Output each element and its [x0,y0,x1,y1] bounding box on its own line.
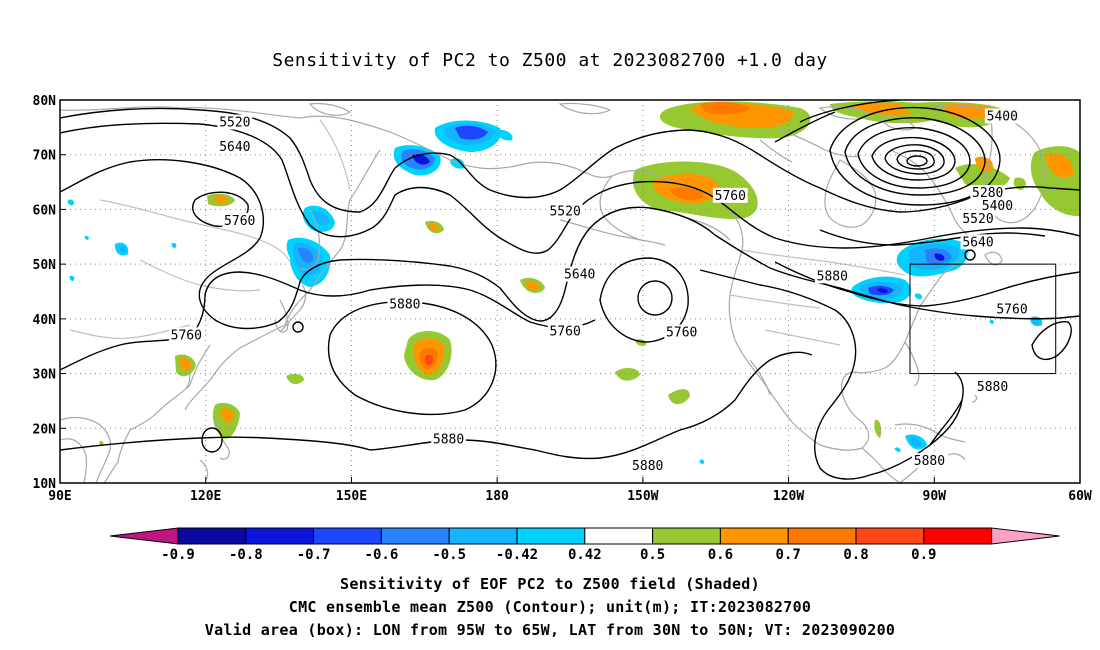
x-tick-label: 120W [773,489,804,504]
contour-label-bg [712,187,748,203]
colorbar-label: -0.7 [297,547,331,563]
map-frame [59,99,1081,484]
contour-label-bg [912,453,947,469]
contour-label: 5760 [224,214,255,229]
contour-label: 5760 [666,326,697,341]
colorbar-label: -0.8 [229,547,263,563]
colorbar-segment [719,527,789,545]
colorbar: -0.9 -0.8 -0.7 -0.6 -0.5 -0.42 0.42 0.5 0.6 0.7 0.… [109,527,1060,563]
colorbar-segment [177,527,247,545]
contour-label: 5640 [564,268,595,283]
caption-line-1: Sensitivity of EOF PC2 to Z500 field (Sh… [340,575,760,593]
x-tick-label: 150E [336,489,367,504]
contour-label: 5520 [549,205,580,220]
contour-label: 5880 [433,432,464,447]
contour-label: 5520 [219,116,250,131]
contour-label-bg [562,266,598,282]
y-axis: 80N 70N 60N 50N 40N 30N 20N 10N [33,94,66,492]
contour-label-bg [431,431,466,447]
colorbar-segment [584,527,654,545]
contour-label: 5760 [996,303,1027,318]
contour-label: 5880 [389,298,420,313]
caption-line-2: CMC ensemble mean Z500 (Contour); unit(m… [288,598,812,616]
contour-labels: 5520 5640 5760 5760 5880 5880 5520 5640 5760 5760… [168,108,1030,474]
colorbar-label: -0.9 [161,547,195,563]
contour-label: 5760 [549,325,580,340]
contour-label: 5400 [987,110,1018,125]
contour-label-bg [664,324,700,340]
contour-label-bg [994,301,1030,317]
contour-label-bg [217,114,253,130]
contour-label-bg [814,268,850,284]
x-tick-label: 150W [627,489,658,504]
contour-label: 5640 [219,140,250,155]
colorbar-label: 0.9 [911,547,936,563]
contour-label-bg [222,213,258,229]
valid-area-box [909,263,1057,375]
contour-label-bg [547,203,583,219]
y-tick-label: 80N [33,94,57,109]
colorbar-segment [923,527,993,545]
contour-label-bg [630,458,666,474]
contour-label: 5400 [982,199,1013,214]
colorbar-label: -0.42 [496,547,538,563]
contour-label-bg [970,185,1006,201]
colorbar-label: -0.5 [432,547,466,563]
y-tick-label: 20N [33,422,57,437]
colorbar-high-arrow [991,527,1060,545]
y-tick-label: 60N [33,203,57,218]
contour-label-bg [547,323,583,339]
y-tick-label: 70N [33,149,57,164]
contour-label-bg [960,234,996,250]
colorbar-segment [516,527,586,545]
colorbar-label: 0.6 [708,547,733,563]
contour-label-bg [217,139,253,155]
contour-label-bg [168,327,204,343]
contour-label: 5880 [977,380,1008,395]
contour-label: 5760 [715,189,746,204]
x-tick-label: 60W [1068,489,1092,504]
colorbar-segment [652,527,721,545]
contour-label: 5880 [632,459,663,474]
colorbar-label: -0.6 [365,547,399,563]
colorbar-low-arrow [109,527,179,545]
colorbar-label: 0.42 [568,547,602,563]
colorbar-segment [245,527,315,545]
contour-label: 5280 [972,186,1003,201]
contour-label-bg [387,296,423,312]
x-tick-label: 180 [485,489,509,504]
contour-label: 5520 [962,212,993,227]
contour-label-bg [960,210,996,226]
contour-label-bg [975,378,1010,394]
y-tick-label: 10N [33,477,57,492]
contour-label: 5640 [962,235,993,250]
colorbar-segment [448,527,518,545]
contour-label-bg [980,198,1015,214]
y-tick-label: 30N [33,368,57,383]
x-tick-label: 90E [48,489,71,504]
z500-contours [60,100,1080,480]
colorbar-segment [855,527,925,545]
contour-label: 5880 [817,269,848,284]
contour-label: 5880 [914,454,945,469]
colorbar-label: 0.5 [640,547,665,563]
map-title: Sensitivity of PC2 to Z500 at 2023082700… [272,50,828,71]
contour-label-bg [984,108,1020,124]
y-tick-label: 50N [33,258,57,273]
colorbar-segment [313,527,382,545]
caption-line-3: Valid area (box): LON from 95W to 65W, L… [204,621,896,639]
y-tick-label: 40N [33,313,57,328]
colorbar-label: 0.8 [843,547,868,563]
colorbar-segment [380,527,450,545]
x-axis: 90E 120E 150E 180 150W 120W 90W 60W [48,477,1092,504]
colorbar-segment [787,527,857,545]
x-tick-label: 90W [923,489,947,504]
contour-label: 5760 [171,328,202,343]
x-tick-label: 120E [190,489,221,504]
colorbar-label: 0.7 [776,547,801,563]
